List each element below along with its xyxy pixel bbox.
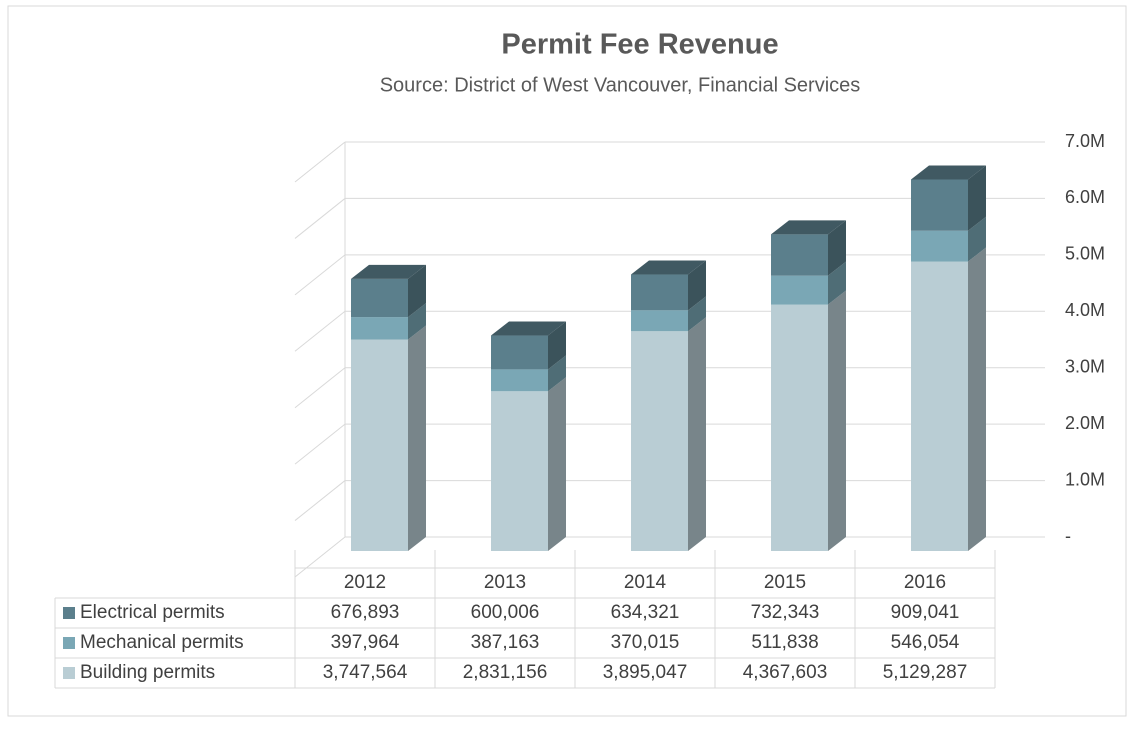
bar-top bbox=[911, 165, 986, 180]
bar-segment bbox=[771, 234, 828, 276]
chart-title: Permit Fee Revenue bbox=[501, 29, 778, 61]
bar-side bbox=[548, 321, 566, 370]
bar-segment bbox=[911, 179, 968, 231]
table-value: 5,129,287 bbox=[883, 662, 968, 683]
bar-segment bbox=[491, 369, 548, 392]
side-grid-line bbox=[294, 423, 346, 465]
bar-side bbox=[968, 247, 986, 552]
chart-subtitle: Source: District of West Vancouver, Fina… bbox=[380, 74, 861, 96]
y-tick-label: 6.0M bbox=[1065, 187, 1105, 207]
bar-side bbox=[828, 220, 846, 276]
legend-swatch bbox=[63, 667, 75, 679]
bar-top bbox=[351, 264, 426, 279]
bar-segment bbox=[631, 331, 688, 551]
bar-segment bbox=[771, 304, 828, 551]
bar-side bbox=[968, 165, 986, 231]
bar-side bbox=[688, 260, 706, 311]
bar-side bbox=[688, 317, 706, 551]
table-value: 676,893 bbox=[331, 602, 400, 623]
side-grid-line bbox=[294, 480, 346, 521]
y-tick-label: 2.0M bbox=[1065, 413, 1105, 433]
x-tick-label: 2013 bbox=[484, 572, 526, 593]
bar-side bbox=[828, 290, 846, 551]
x-tick-label: 2016 bbox=[904, 572, 946, 593]
table-value: 909,041 bbox=[891, 602, 960, 623]
bar-top bbox=[491, 321, 566, 336]
bar-side bbox=[688, 296, 706, 332]
side-grid-line bbox=[294, 141, 346, 183]
y-tick-label: 7.0M bbox=[1065, 131, 1105, 151]
bar-side bbox=[408, 264, 426, 318]
bar-segment bbox=[911, 230, 968, 262]
table-value: 732,343 bbox=[751, 602, 820, 623]
bar-segment bbox=[351, 317, 408, 340]
table-value: 511,838 bbox=[751, 632, 818, 653]
bar-top bbox=[771, 220, 846, 235]
bar-segment bbox=[351, 339, 408, 551]
x-tick-label: 2012 bbox=[344, 572, 386, 593]
table-value: 387,163 bbox=[471, 632, 540, 653]
bar-segment bbox=[631, 274, 688, 311]
bar-segment bbox=[911, 261, 968, 551]
bar-segment bbox=[771, 275, 828, 305]
table-value: 2,831,156 bbox=[463, 662, 548, 683]
bar-side bbox=[408, 325, 426, 551]
bar-segment bbox=[351, 278, 408, 318]
bar-side bbox=[548, 355, 566, 392]
legend-swatch bbox=[63, 637, 75, 649]
table-value: 634,321 bbox=[611, 602, 680, 623]
legend-label: Electrical permits bbox=[80, 602, 225, 623]
table-value: 3,895,047 bbox=[603, 662, 688, 683]
side-grid-line bbox=[294, 536, 346, 578]
side-grid-line bbox=[294, 254, 346, 296]
bar-segment bbox=[491, 335, 548, 370]
table-value: 3,747,564 bbox=[323, 662, 408, 683]
table-value: 370,015 bbox=[611, 632, 680, 653]
side-grid-line bbox=[294, 310, 346, 352]
bar-side bbox=[408, 303, 426, 340]
table-value: 397,964 bbox=[331, 632, 400, 653]
x-tick-label: 2014 bbox=[624, 572, 667, 593]
y-tick-label: 5.0M bbox=[1065, 244, 1105, 264]
legend-label: Mechanical permits bbox=[80, 632, 244, 653]
y-tick-label: 3.0M bbox=[1065, 356, 1105, 376]
y-tick-label: 4.0M bbox=[1065, 300, 1105, 320]
x-tick-label: 2015 bbox=[764, 572, 806, 593]
bar-segment bbox=[491, 391, 548, 551]
bar-side bbox=[968, 216, 986, 262]
side-grid-line bbox=[294, 198, 346, 239]
bar-side bbox=[828, 261, 846, 305]
table-value: 600,006 bbox=[471, 602, 540, 623]
y-tick-label: - bbox=[1065, 526, 1071, 546]
table-value: 4,367,603 bbox=[743, 662, 828, 683]
table-value: 546,054 bbox=[891, 632, 960, 653]
legend-label: Building permits bbox=[80, 662, 215, 683]
y-tick-label: 1.0M bbox=[1065, 469, 1105, 489]
side-grid-line bbox=[294, 367, 346, 409]
legend-swatch bbox=[63, 607, 75, 619]
bar-top bbox=[631, 260, 706, 275]
bar-segment bbox=[631, 310, 688, 332]
bar-side bbox=[548, 377, 566, 551]
